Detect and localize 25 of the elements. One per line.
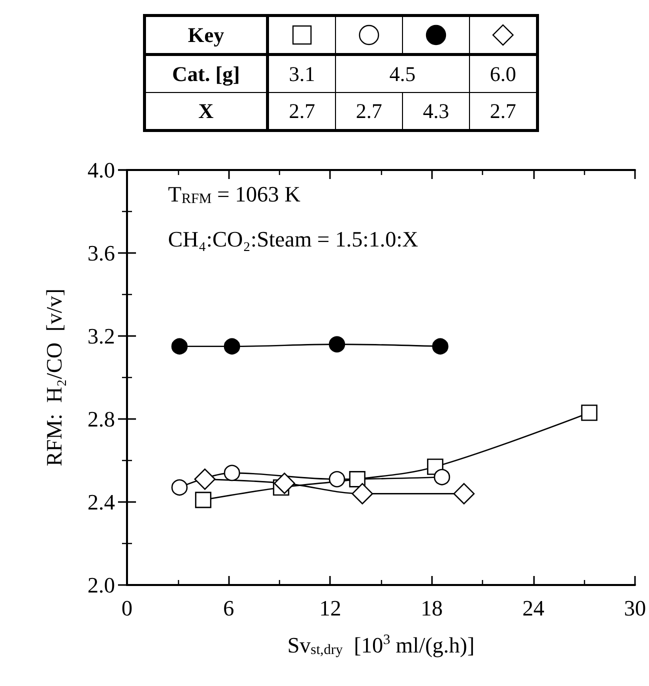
y-tick-label: 2.0 xyxy=(88,572,115,598)
y-tick-label: 4.0 xyxy=(88,158,115,182)
y-tick-label: 2.4 xyxy=(88,490,115,514)
x-tick-label: 0 xyxy=(122,596,132,620)
text: 2.7 xyxy=(268,92,336,130)
text: 6.0 xyxy=(470,54,538,92)
x-tick-label: 30 xyxy=(624,596,646,620)
text: 4.3 xyxy=(402,92,470,130)
x-tick-label: 6 xyxy=(223,596,234,620)
annotation: TRFM = 1063 K xyxy=(168,182,301,207)
text: 2.7 xyxy=(470,92,538,130)
text: 3.1 xyxy=(268,54,336,92)
y-tick-label: 3.2 xyxy=(88,324,115,348)
y-tick-label: 3.6 xyxy=(88,240,115,266)
text: X xyxy=(144,92,268,130)
text: 2.7 xyxy=(336,92,402,130)
x-tick-label: 24 xyxy=(522,596,544,620)
annotation: CH₄:CO₂:Steam = 1.5:1.0:X xyxy=(168,226,418,252)
text: Cat. [g] xyxy=(144,54,268,92)
text: 4.5 xyxy=(336,54,470,92)
x-tick-label: 12 xyxy=(319,596,342,620)
x-tick-label: 18 xyxy=(420,596,443,620)
y-axis-title: RFM: H₂/CO [v/v] xyxy=(42,288,66,466)
text: Key xyxy=(144,16,268,54)
y-tick-label: 2.8 xyxy=(88,406,115,432)
